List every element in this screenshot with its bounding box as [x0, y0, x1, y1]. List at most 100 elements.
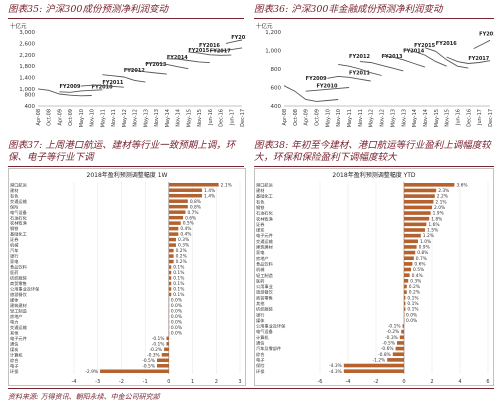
- data-label: 1.8%: [431, 216, 442, 222]
- data-label: -0.5%: [382, 341, 395, 347]
- data-label: 3.6%: [456, 182, 467, 188]
- category-label: 食品饮料: [10, 264, 28, 271]
- data-label: -0.5%: [142, 358, 155, 364]
- caption-rule: [8, 18, 244, 19]
- category-label: 建材: [256, 187, 264, 194]
- y-tick-label: 2,600: [19, 41, 35, 47]
- x-tick-label: 0: [402, 379, 405, 385]
- bar: [168, 226, 179, 231]
- data-label: -0.5%: [142, 363, 155, 369]
- category-label: 家电: [10, 258, 19, 264]
- category-label: 通信: [10, 340, 18, 347]
- bar: [404, 216, 430, 221]
- category-label: 建筑建材: [10, 302, 27, 309]
- category-label: 银行: [10, 253, 18, 260]
- category-label: 机械: [10, 242, 19, 249]
- bar: [404, 194, 435, 198]
- data-label: 0.0%: [171, 319, 182, 325]
- series-label: FY2018: [231, 35, 246, 41]
- bar: [404, 267, 411, 272]
- data-label: 0.2%: [176, 259, 187, 265]
- y-tick-label: 1,200: [265, 30, 281, 36]
- category-label: 港口航运: [256, 181, 274, 188]
- data-label: -0.1%: [152, 336, 165, 342]
- data-label: 2.1%: [221, 182, 232, 188]
- category-label: 交通运输: [10, 324, 28, 331]
- x-tick-label: Apr-09: [304, 109, 310, 126]
- data-label: 0.3%: [178, 237, 189, 243]
- data-label: 0.1%: [173, 281, 184, 287]
- x-tick-label: -1: [143, 379, 148, 385]
- category-label: 有色: [10, 192, 19, 199]
- data-label: -4.3%: [329, 363, 342, 369]
- bar: [404, 199, 434, 204]
- data-label: 1.5%: [427, 228, 438, 234]
- bar: [404, 290, 407, 294]
- category-label: 综合: [10, 357, 19, 364]
- source-note: 资料来源: 万得资讯、朝阳永续、中金公司研究部: [8, 393, 160, 401]
- bar: [404, 183, 455, 187]
- bar: [395, 346, 404, 351]
- category-label: 钢铁: [10, 225, 19, 232]
- bar: [404, 250, 416, 255]
- category-label: 公用事业及环保: [256, 323, 286, 330]
- x-tick-label: Nov-10: [90, 109, 96, 127]
- category-label: 环保: [256, 368, 265, 375]
- series-label: FY2011: [349, 71, 370, 77]
- data-label: 0.0%: [171, 325, 182, 331]
- x-tick-label: Dec-17: [488, 109, 494, 127]
- unit-label: 十亿元: [10, 22, 27, 30]
- y-tick-label: 1,800: [19, 64, 35, 70]
- category-label: 电气设备: [10, 209, 28, 216]
- y-tick-label: 800: [271, 67, 282, 73]
- series-label: FY2009: [59, 84, 80, 90]
- category-label: 汽车及零部件: [256, 345, 281, 352]
- category-label: 电力: [10, 318, 18, 325]
- bar: [404, 307, 406, 311]
- data-label: 0.2%: [176, 254, 187, 260]
- caption-rule: [254, 18, 494, 19]
- category-label: 环保: [10, 368, 19, 375]
- category-label: 综合: [256, 351, 265, 358]
- category-label: 建材: [10, 187, 18, 194]
- data-label: 0.7%: [187, 210, 198, 216]
- data-label: -0.3%: [385, 335, 398, 341]
- category-label: 商贸零售: [256, 294, 273, 301]
- series-line: [283, 85, 339, 102]
- y-tick-label: 1,400: [19, 76, 35, 82]
- series-label: FY2018: [479, 32, 494, 38]
- category-label: 旅游餐饮: [10, 291, 28, 298]
- data-label: 0.1%: [173, 265, 184, 271]
- category-label: 计算机: [10, 351, 23, 358]
- caption-rule: [8, 166, 244, 167]
- data-label: 0.0%: [171, 309, 182, 315]
- category-label: 电子: [256, 356, 264, 362]
- x-tick-label: Nov-13: [154, 109, 160, 127]
- category-label: 家电: [256, 249, 265, 255]
- bar: [168, 259, 174, 264]
- category-label: 旅游餐饮: [256, 289, 274, 296]
- x-tick-label: May-10: [79, 109, 85, 127]
- data-label: -0.2%: [149, 347, 162, 353]
- series-line: [338, 63, 382, 76]
- data-label: 0.0%: [406, 312, 417, 318]
- x-tick-label: May-12: [122, 109, 128, 127]
- series-line: [145, 62, 189, 70]
- bar: [168, 232, 179, 236]
- bar: [404, 239, 418, 244]
- x-tick-label: Dec-16: [219, 109, 225, 127]
- x-tick-label: Oct-09: [315, 109, 321, 126]
- data-label: 0.2%: [176, 248, 187, 254]
- series-line: [446, 56, 491, 64]
- category-label: 公用事业及环保: [10, 286, 40, 293]
- data-label: 0.6%: [414, 261, 425, 267]
- series-line: [359, 61, 404, 72]
- series-line: [166, 58, 210, 64]
- x-tick-label: Oct-08: [47, 109, 53, 126]
- bar-chart-1w-revision: 2018年盈利预测调整幅度 1W -4 -3 -2 -1 0 1 2 3 港口航运 2.1% 建材 1.…: [8, 168, 246, 386]
- data-label: 2.1%: [435, 199, 446, 205]
- data-label: -0.6%: [381, 346, 394, 352]
- x-tick-label: 1: [191, 379, 194, 385]
- unit-label: 十亿元: [256, 22, 273, 30]
- x-tick-label: Apr-08: [36, 109, 42, 126]
